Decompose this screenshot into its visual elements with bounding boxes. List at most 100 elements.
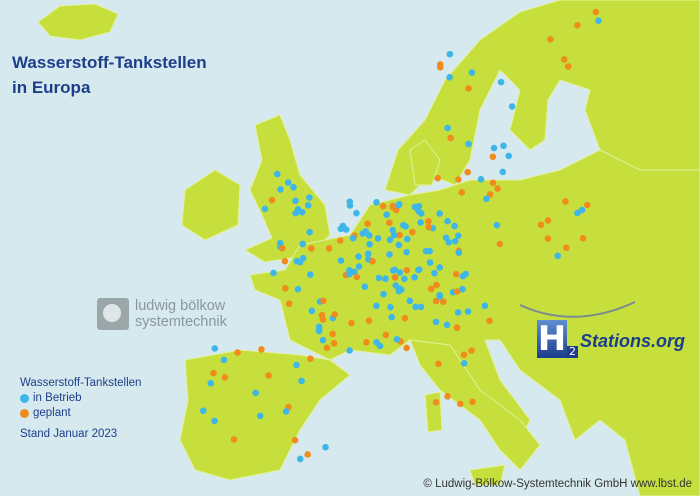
station-operating bbox=[294, 206, 302, 213]
station-planned bbox=[365, 317, 373, 325]
station-planned bbox=[382, 331, 390, 339]
station-planned bbox=[544, 235, 552, 242]
station-operating bbox=[499, 168, 507, 176]
station-operating bbox=[282, 408, 290, 415]
lbst-logo: ludwig bölkow systemtechnik bbox=[97, 298, 227, 330]
station-planned bbox=[385, 219, 393, 227]
station-planned bbox=[574, 21, 581, 29]
station-operating bbox=[464, 308, 472, 315]
station-operating bbox=[451, 222, 458, 230]
station-operating bbox=[460, 360, 468, 367]
title-line-1: Wasserstoff-Tankstellen bbox=[12, 53, 207, 72]
station-operating bbox=[411, 203, 419, 211]
station-operating bbox=[199, 407, 207, 415]
station-operating bbox=[355, 263, 363, 270]
scandinavia bbox=[384, 0, 700, 196]
station-operating bbox=[465, 140, 472, 148]
station-operating bbox=[373, 302, 380, 310]
station-operating bbox=[293, 257, 301, 265]
lbst-line-2: systemtechnik bbox=[135, 314, 227, 330]
station-planned bbox=[486, 191, 494, 198]
station-planned bbox=[348, 319, 355, 327]
station-operating bbox=[252, 389, 259, 397]
station-planned bbox=[403, 344, 410, 352]
legend-heading: Wasserstoff-Tankstellen bbox=[20, 377, 142, 389]
station-operating bbox=[284, 179, 292, 186]
station-operating bbox=[306, 194, 313, 201]
station-operating bbox=[290, 183, 297, 191]
station-planned bbox=[592, 8, 600, 16]
station-planned bbox=[291, 436, 299, 444]
station-planned bbox=[457, 400, 464, 408]
station-planned bbox=[455, 176, 462, 183]
station-operating bbox=[306, 228, 313, 236]
lbst-line-1: ludwig bölkow bbox=[135, 298, 226, 314]
station-planned bbox=[281, 284, 289, 292]
station-operating bbox=[315, 326, 323, 333]
station-operating bbox=[481, 302, 489, 310]
station-planned bbox=[323, 344, 331, 352]
station-operating bbox=[364, 250, 372, 258]
station-planned bbox=[547, 36, 554, 43]
station-planned bbox=[469, 398, 476, 406]
station-planned bbox=[434, 174, 441, 182]
station-operating bbox=[393, 335, 401, 343]
station-operating bbox=[386, 236, 394, 244]
station-operating bbox=[468, 69, 476, 76]
station-operating bbox=[431, 269, 438, 277]
station-planned bbox=[489, 153, 497, 161]
h2-subscript: 2 bbox=[567, 345, 578, 358]
station-operating bbox=[412, 303, 419, 311]
station-operating bbox=[337, 225, 345, 233]
station-operating bbox=[299, 254, 307, 262]
station-operating bbox=[500, 142, 507, 150]
station-operating bbox=[403, 248, 410, 256]
station-planned bbox=[453, 288, 461, 295]
station-operating bbox=[446, 73, 453, 81]
station-planned bbox=[433, 281, 440, 289]
station-planned bbox=[234, 349, 241, 356]
station-planned bbox=[403, 266, 411, 274]
station-planned bbox=[307, 355, 314, 363]
station-operating bbox=[373, 199, 380, 206]
sicily bbox=[469, 464, 506, 486]
station-operating bbox=[415, 266, 422, 274]
station-operating bbox=[483, 195, 490, 203]
station-operating bbox=[346, 202, 354, 209]
station-operating bbox=[353, 209, 360, 217]
station-planned bbox=[389, 202, 397, 210]
station-operating bbox=[446, 50, 454, 58]
great-britain bbox=[243, 114, 331, 263]
station-operating bbox=[392, 282, 399, 289]
station-planned bbox=[319, 316, 327, 323]
station-planned bbox=[496, 240, 504, 248]
station-operating bbox=[351, 268, 358, 276]
station-planned bbox=[285, 300, 293, 307]
station-planned bbox=[336, 237, 344, 244]
station-operating bbox=[308, 307, 316, 315]
h2stations-logo: H 2 Stations.org bbox=[537, 320, 685, 358]
station-planned bbox=[439, 298, 447, 305]
map-title: Wasserstoff-Tankstellen in Europa bbox=[12, 50, 207, 100]
station-operating bbox=[395, 201, 402, 209]
station-operating bbox=[436, 264, 443, 271]
station-operating bbox=[389, 226, 397, 234]
station-planned bbox=[364, 220, 371, 227]
station-operating bbox=[270, 269, 277, 277]
station-planned bbox=[432, 399, 440, 406]
station-planned bbox=[279, 244, 286, 252]
station-operating bbox=[444, 217, 451, 225]
station-planned bbox=[304, 451, 311, 458]
station-planned bbox=[464, 168, 472, 176]
station-planned bbox=[281, 257, 289, 265]
legend-label-operating: in Betrieb bbox=[33, 392, 82, 404]
station-operating bbox=[380, 290, 387, 298]
station-operating bbox=[382, 275, 389, 283]
station-operating bbox=[322, 443, 329, 451]
station-planned bbox=[452, 270, 460, 278]
station-operating bbox=[293, 361, 300, 369]
station-operating bbox=[554, 252, 561, 260]
station-planned bbox=[210, 369, 217, 377]
station-operating bbox=[319, 336, 327, 344]
station-planned bbox=[353, 273, 361, 281]
